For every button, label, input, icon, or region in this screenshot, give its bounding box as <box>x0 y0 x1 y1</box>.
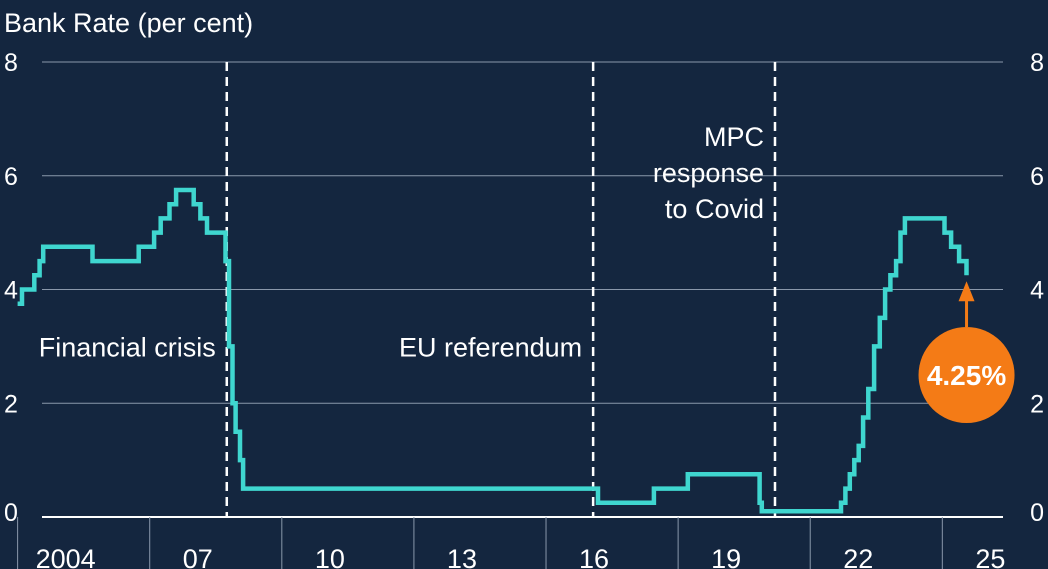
x-tick-labels: 2004 07 10 13 16 19 22 25 <box>36 544 1006 569</box>
event-label-line: response <box>653 158 764 188</box>
x-tick-label-22: 22 <box>843 544 873 569</box>
event-label-line: to Covid <box>665 194 764 224</box>
x-tick-label-13: 13 <box>447 544 477 569</box>
event-label-line: Financial crisis <box>39 332 216 362</box>
x-tick-label-16: 16 <box>579 544 609 569</box>
y-tick-label-left-0: 0 <box>4 499 18 527</box>
y-tick-label-right-2: 2 <box>1030 390 1044 418</box>
y-tick-label-right-4: 4 <box>1030 277 1044 305</box>
x-tick-label-25: 25 <box>975 544 1005 569</box>
y-tick-label-left-2: 2 <box>4 390 18 418</box>
x-tick-label-2004: 2004 <box>36 544 96 569</box>
callout-bubble <box>918 327 1015 423</box>
series-line-1 <box>17 187 969 514</box>
y-tick-label-right-8: 8 <box>1030 49 1044 77</box>
event-label-1: Financial crisis <box>39 332 216 362</box>
series-layer <box>17 187 969 514</box>
y-tick-label-left-8: 8 <box>4 49 18 77</box>
event-lines: Financial crisis EU referendum MPC response… <box>39 62 777 517</box>
y-tick-label-right-0: 0 <box>1030 499 1044 527</box>
rate-callout: 4.25% <box>918 281 1015 423</box>
x-axis <box>17 516 1003 569</box>
y-tick-label-right-6: 6 <box>1030 163 1044 191</box>
callout-value-label: 4.25% <box>927 360 1006 391</box>
x-tick-label-19: 19 <box>711 544 741 569</box>
chart-title: Bank Rate (per cent) <box>4 8 253 38</box>
y-tick-labels: 0 0 2 2 4 4 6 6 8 8 <box>4 49 1044 527</box>
x-tick-label-10: 10 <box>315 544 345 569</box>
gridlines <box>42 61 1003 404</box>
event-label-2: EU referendum <box>399 332 582 362</box>
x-tick-label-07: 07 <box>183 544 213 569</box>
event-label-3: MPC response to Covid <box>653 122 764 224</box>
callout-arrowhead <box>958 281 975 302</box>
event-label-line: EU referendum <box>399 332 582 362</box>
y-tick-label-left-4: 4 <box>4 277 18 305</box>
event-label-line: MPC <box>704 122 764 152</box>
y-tick-label-left-6: 6 <box>4 163 18 191</box>
